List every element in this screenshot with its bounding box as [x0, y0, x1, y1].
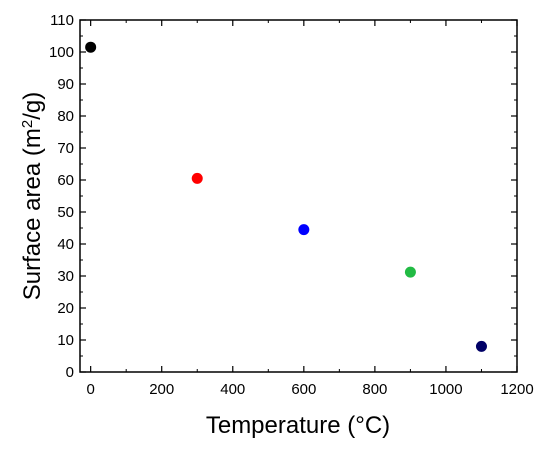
y-axis-title-unit: /g): [19, 92, 46, 120]
y-tick-label: 50: [57, 204, 74, 221]
y-axis-title: Surface area (m2/g): [19, 92, 47, 300]
x-axis: 0 200 400 600 800 1000 1200: [86, 20, 534, 398]
plot-frame: [79, 19, 518, 373]
y-tick-label: 40: [57, 236, 74, 253]
x-tick-label: 800: [362, 381, 387, 398]
y-axis: 0 10 20 30 40 50 60 70 80 90 100 110: [49, 12, 517, 381]
y-tick-label: 20: [57, 300, 74, 317]
data-point: [475, 340, 487, 352]
y-tick-label: 100: [49, 44, 74, 61]
y-axis-title-main: Surface area (m: [19, 128, 46, 300]
data-point: [191, 172, 203, 184]
data-point: [85, 41, 97, 53]
x-tick-label: 400: [220, 381, 245, 398]
y-tick-label: 30: [57, 268, 74, 285]
y-axis-title-superscript: 2: [19, 120, 36, 128]
y-tick-label: 110: [50, 12, 74, 29]
x-tick-label: 200: [149, 381, 174, 398]
y-tick-label: 10: [57, 332, 74, 349]
y-tick-label: 0: [66, 364, 74, 381]
x-tick-label: 600: [291, 381, 316, 398]
x-tick-label: 1000: [429, 381, 462, 398]
y-tick-label: 90: [57, 76, 74, 93]
x-tick-label: 0: [86, 381, 94, 398]
y-tick-label: 80: [57, 108, 74, 125]
y-tick-label: 60: [57, 172, 74, 189]
x-tick-label: 1200: [500, 381, 533, 398]
x-axis-title: Temperature (°C): [206, 412, 390, 439]
data-point: [298, 224, 310, 236]
y-tick-label: 70: [57, 140, 74, 157]
data-points: [85, 41, 487, 352]
data-point: [404, 266, 416, 278]
